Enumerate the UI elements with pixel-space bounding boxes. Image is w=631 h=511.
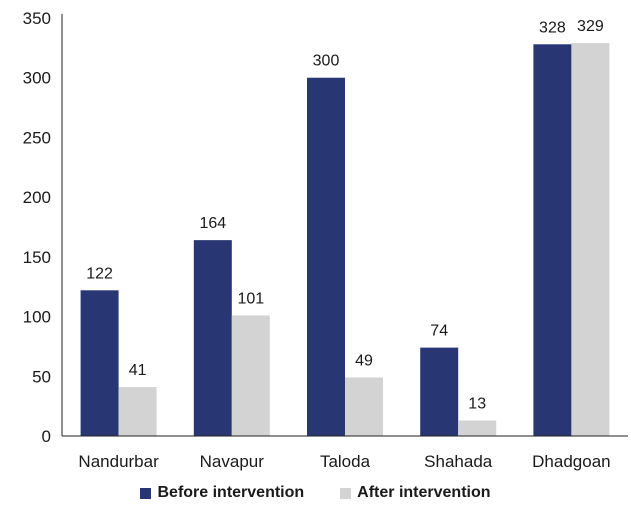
data-labels: 122 41 164 101 300 49 74 13 328 329 <box>86 18 604 412</box>
bar-before-shahada <box>420 348 458 436</box>
y-tick-label: 200 <box>23 188 51 207</box>
y-axis: 0 50 100 150 200 250 300 350 <box>23 9 62 446</box>
data-label: 328 <box>539 19 566 36</box>
x-tick-label: Nandurbar <box>78 452 159 471</box>
data-label: 329 <box>577 18 604 35</box>
data-label: 122 <box>86 265 113 282</box>
legend-label-before: Before intervention <box>157 484 304 502</box>
y-tick-label: 50 <box>32 367 51 386</box>
legend-label-after: After intervention <box>357 484 490 502</box>
bar-before-dhadgoan <box>533 44 571 436</box>
y-tick-label: 150 <box>23 248 51 267</box>
x-tick-label: Dhadgoan <box>532 452 610 471</box>
y-tick-label: 100 <box>23 308 51 327</box>
bar-before-nandurbar <box>81 290 119 436</box>
y-tick-label: 0 <box>42 427 51 446</box>
legend-swatch-after <box>340 488 351 499</box>
bar-after-dhadgoan <box>571 43 609 436</box>
bar-chart: 0 50 100 150 200 250 300 350 122 41 164 101 300 49 74… <box>0 0 631 480</box>
y-tick-label: 300 <box>23 69 51 88</box>
legend-item-after: After intervention <box>340 484 490 502</box>
bar-before-taloda <box>307 78 345 436</box>
data-label: 13 <box>468 395 486 412</box>
bar-after-nandurbar <box>119 387 157 436</box>
data-label: 300 <box>313 53 340 70</box>
y-tick-label: 350 <box>23 9 51 28</box>
data-label: 41 <box>129 362 147 379</box>
x-tick-label: Taloda <box>320 452 371 471</box>
legend-swatch-before <box>140 488 151 499</box>
legend: Before intervention After intervention <box>0 484 631 502</box>
bar-after-navapur <box>232 315 270 436</box>
y-tick-label: 250 <box>23 128 51 147</box>
x-axis: Nandurbar Navapur Taloda Shahada Dhadgoan <box>62 436 628 471</box>
bar-before-navapur <box>194 240 232 436</box>
data-label: 164 <box>199 215 226 232</box>
bars <box>81 43 610 436</box>
data-label: 49 <box>355 352 373 369</box>
x-tick-label: Shahada <box>424 452 493 471</box>
x-tick-label: Navapur <box>200 452 265 471</box>
bar-after-taloda <box>345 377 383 436</box>
bar-after-shahada <box>458 420 496 436</box>
legend-item-before: Before intervention <box>140 484 304 502</box>
data-label: 74 <box>430 323 448 340</box>
data-label: 101 <box>237 290 264 307</box>
